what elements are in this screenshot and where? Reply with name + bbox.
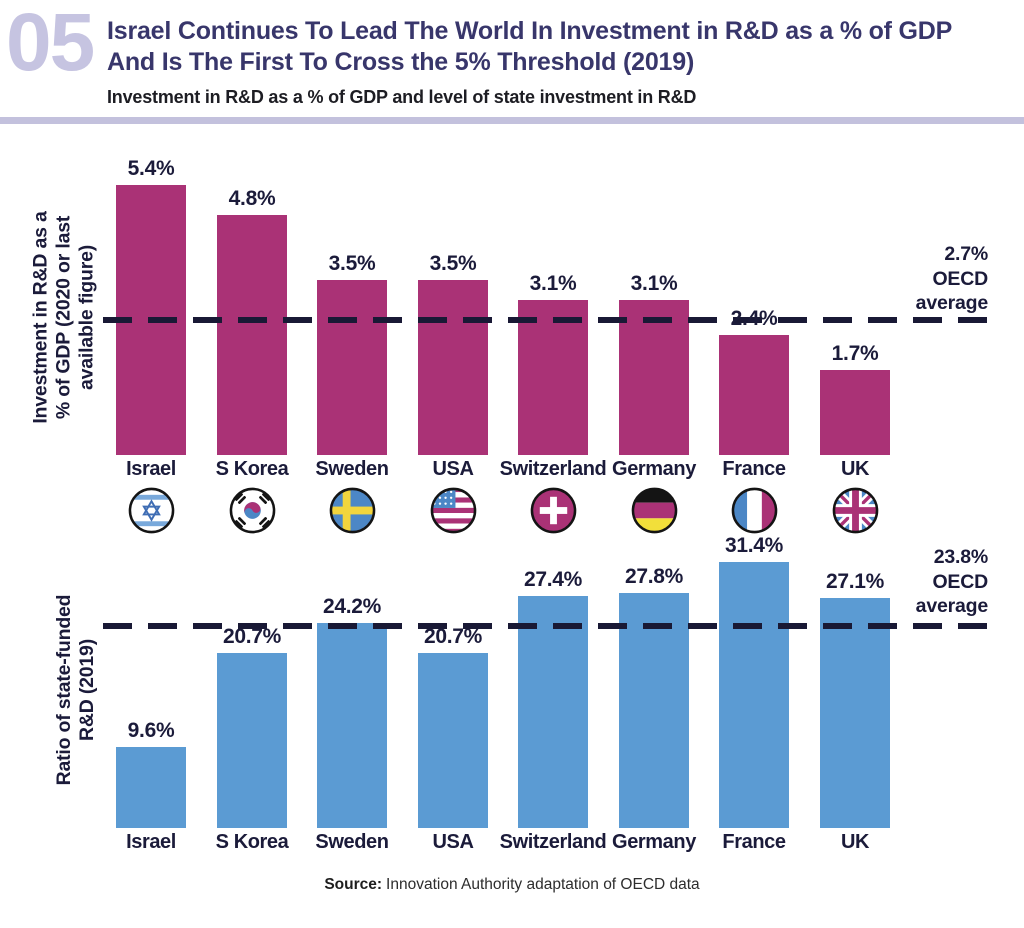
y-axis-label-line: R&D (2019) [76, 638, 98, 742]
category-label: S Korea [215, 458, 289, 480]
y-axis-label-chart2: Ratio of state-funded R&D (2019) [53, 540, 99, 840]
sweden-flag-icon [329, 487, 376, 534]
category-label: UK [840, 458, 870, 480]
bar-usa-chart1 [418, 280, 488, 455]
skorea-flag-icon [229, 487, 276, 534]
bar-switzerland-chart2 [518, 596, 588, 828]
value-label: 1.7% [831, 342, 879, 365]
page-title: Israel Continues To Lead The World In In… [107, 16, 952, 78]
oecd-average-label-line: average [915, 595, 989, 617]
uk-flag-icon [832, 487, 879, 534]
bar-skorea-chart2 [217, 653, 287, 828]
category-label: Germany [612, 831, 696, 853]
page-title-line2: And Is The First To Cross the 5% Thresho… [107, 48, 695, 76]
israel-flag-icon [128, 487, 175, 534]
bar-uk-chart2 [820, 598, 890, 828]
bar-france-chart1 [719, 335, 789, 455]
category-label: Switzerland [499, 458, 607, 480]
category-label: USA [432, 831, 474, 853]
category-label: Sweden [315, 458, 389, 480]
oecd-average-line [103, 317, 987, 323]
category-label: France [722, 458, 786, 480]
value-label: 20.7% [222, 625, 282, 648]
category-label: USA [432, 458, 474, 480]
bar-sweden-chart1 [317, 280, 387, 455]
value-label: 27.1% [825, 570, 885, 593]
source-text: Innovation Authority adaptation of OECD … [386, 876, 700, 893]
oecd-average-label-line: 23.8% [933, 546, 988, 568]
y-axis-label-line: % of GDP (2020 or last [52, 215, 75, 420]
value-label: 31.4% [724, 534, 784, 557]
value-label: 3.1% [529, 272, 577, 295]
oecd-average-label: 23.8% OECD average [915, 545, 989, 619]
oecd-average-label-line: 2.7% [944, 243, 988, 265]
value-label: 2.4% [730, 307, 778, 330]
value-label: 4.8% [228, 187, 276, 210]
header-divider [0, 117, 1024, 124]
switzerland-flag-icon [530, 487, 577, 534]
y-axis-label-line: available figure) [75, 244, 98, 391]
value-label: 27.8% [624, 565, 684, 588]
value-label: 27.4% [523, 568, 583, 591]
oecd-average-label: 2.7% OECD average [915, 242, 989, 316]
value-label: 9.6% [127, 719, 175, 742]
bar-uk-chart1 [820, 370, 890, 455]
value-label: 5.4% [127, 157, 175, 180]
y-axis-label-line: Investment in R&D as a [29, 211, 52, 424]
value-label: 3.5% [429, 252, 477, 275]
usa-flag-icon [430, 487, 477, 534]
bar-usa-chart2 [418, 653, 488, 828]
category-label: Germany [612, 458, 696, 480]
value-label: 24.2% [322, 595, 382, 618]
figure-number: 05 [6, 0, 95, 88]
bar-germany-chart1 [619, 300, 689, 455]
bar-france-chart2 [719, 562, 789, 828]
bar-israel-chart2 [116, 747, 186, 828]
y-axis-label-chart1: Investment in R&D as a% of GDP (2020 or … [30, 148, 99, 488]
category-label: Israel [126, 458, 176, 480]
page-title-line1: Israel Continues To Lead The World In In… [107, 17, 953, 45]
y-axis-label-line: Ratio of state-funded [53, 594, 75, 786]
value-label: 20.7% [423, 625, 483, 648]
category-label: France [722, 831, 786, 853]
category-label: S Korea [215, 831, 289, 853]
value-label: 3.5% [328, 252, 376, 275]
value-label: 3.1% [630, 272, 678, 295]
source-note: Source: Innovation Authority adaptation o… [0, 876, 1024, 894]
france-flag-icon [731, 487, 778, 534]
category-label: Switzerland [499, 831, 607, 853]
germany-flag-icon [631, 487, 678, 534]
category-label: Israel [126, 831, 176, 853]
source-prefix: Source: [324, 876, 383, 893]
category-label: Sweden [315, 831, 389, 853]
oecd-average-label-line: average [915, 292, 989, 314]
oecd-average-label-line: OECD [932, 570, 988, 593]
oecd-average-label-line: OECD [932, 267, 988, 290]
oecd-average-line [103, 623, 987, 629]
category-label: UK [840, 831, 870, 853]
bar-germany-chart2 [619, 593, 689, 828]
page-subtitle: Investment in R&D as a % of GDP and leve… [107, 87, 697, 107]
bar-skorea-chart1 [217, 215, 287, 455]
bar-switzerland-chart1 [518, 300, 588, 455]
bar-sweden-chart2 [317, 623, 387, 828]
